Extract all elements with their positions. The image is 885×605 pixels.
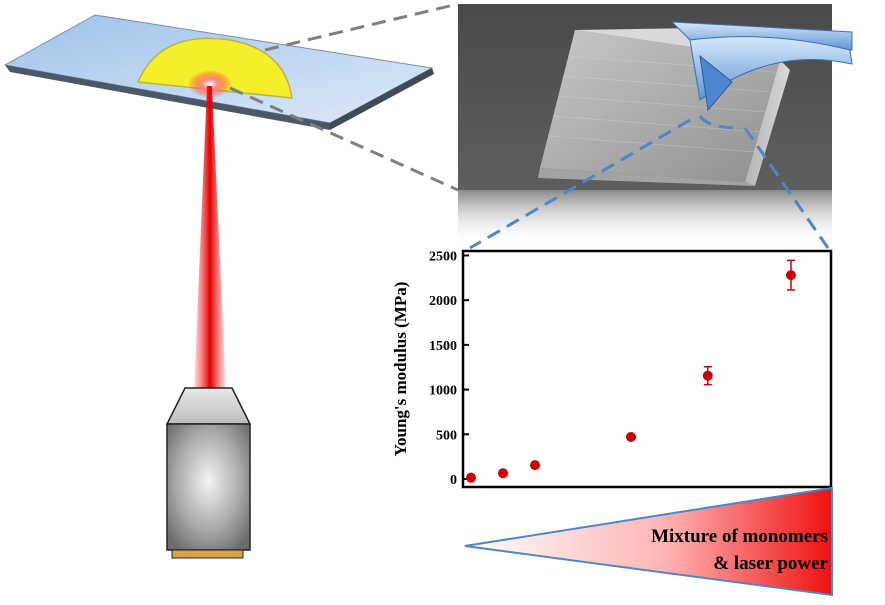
printed-structure [136, 37, 293, 99]
data-point [786, 270, 796, 281]
youngs-modulus-chart: 0 500 1000 1500 2000 2500 Young's modulus (MP… [391, 249, 833, 489]
afm-cantilever [670, 21, 853, 112]
wedge-label-line2: & laser power [713, 553, 828, 574]
objective-lens [165, 387, 252, 559]
y-tick-label: 2000 [429, 294, 457, 309]
y-axis-ticks: 0 500 1000 1500 2000 2500 [429, 249, 469, 488]
laser-focus-spot [188, 70, 232, 98]
y-tick-label: 1000 [429, 384, 457, 399]
data-point [530, 460, 540, 471]
data-points [466, 259, 796, 483]
zoom-lines-sem [229, 2, 459, 192]
y-tick-label: 1500 [429, 339, 457, 354]
laser-beam [194, 86, 226, 392]
data-point [498, 468, 508, 479]
plot-frame [461, 249, 833, 489]
zoom-lines-chart [469, 115, 830, 250]
gradient-wedge: Mixture of monomers & laser power [464, 486, 833, 597]
data-point [626, 431, 636, 442]
wedge-label-line1: Mixture of monomers [651, 526, 828, 547]
data-point [466, 472, 476, 483]
y-tick-label: 500 [436, 428, 457, 443]
y-tick-label: 2500 [429, 249, 457, 264]
y-axis-title: Young's modulus (MPa) [391, 282, 410, 457]
y-tick-label: 0 [450, 473, 457, 488]
data-point [702, 370, 713, 381]
